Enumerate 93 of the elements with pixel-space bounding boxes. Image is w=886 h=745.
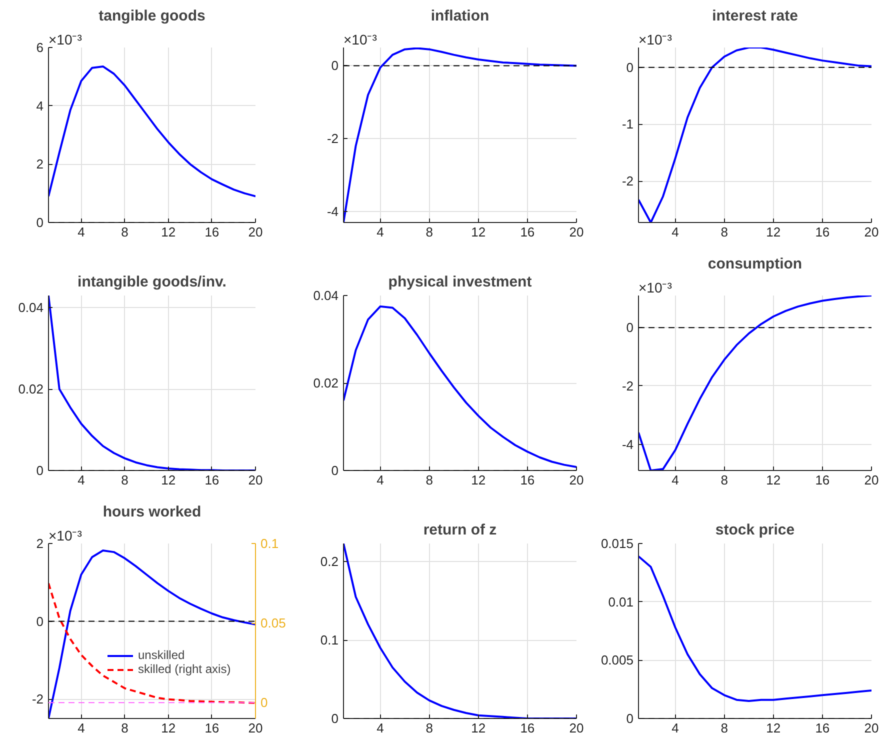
annotation: ×10⁻³ bbox=[344, 32, 378, 48]
x-tick-label: 12 bbox=[471, 472, 486, 488]
chart-title: stock price bbox=[715, 522, 795, 538]
x-tick-label: 4 bbox=[672, 224, 679, 240]
y-tick-label: 6 bbox=[36, 40, 44, 55]
annotation: ×10⁻³ bbox=[638, 32, 672, 48]
y-tick-label: 0 bbox=[626, 320, 634, 336]
x-tick-label: 12 bbox=[766, 224, 781, 240]
y-tick-label: -4 bbox=[326, 204, 339, 220]
y-tick-label: 0 bbox=[626, 711, 634, 726]
chart-title: consumption bbox=[708, 256, 802, 272]
x-tick-label: 16 bbox=[815, 720, 830, 736]
x-tick-label: 20 bbox=[248, 472, 263, 488]
y-tick-label: 2 bbox=[36, 536, 44, 551]
legend-label: skilled (right axis) bbox=[138, 662, 231, 676]
chart-title: interest rate bbox=[712, 8, 798, 24]
x-tick-label: 12 bbox=[766, 472, 781, 488]
y-tick-label: 2 bbox=[36, 156, 44, 172]
x-tick-label: 8 bbox=[426, 472, 433, 488]
chart-title: return of z bbox=[423, 522, 497, 538]
x-tick-label: 4 bbox=[78, 224, 85, 240]
y-tick-label: -2 bbox=[622, 174, 634, 189]
y-tick-label: 0 bbox=[626, 60, 634, 75]
x-tick-label: 20 bbox=[569, 224, 584, 240]
x-tick-label: 8 bbox=[121, 472, 128, 488]
x-tick-label: 16 bbox=[815, 224, 830, 240]
y-tick-label: -2 bbox=[32, 692, 44, 707]
y-tick-label: 0.005 bbox=[600, 652, 634, 668]
x-tick-label: 20 bbox=[248, 720, 263, 736]
x-tick-label: 20 bbox=[864, 720, 879, 736]
y-tick-label: -4 bbox=[622, 436, 634, 452]
x-tick-label: 8 bbox=[426, 720, 433, 736]
x-tick-label: 8 bbox=[720, 224, 728, 240]
x-tick-label: 20 bbox=[248, 224, 263, 240]
x-tick-label: 4 bbox=[78, 472, 85, 488]
x-tick-label: 8 bbox=[720, 720, 728, 736]
x-tick-label: 12 bbox=[161, 472, 176, 488]
x-tick-label: 20 bbox=[569, 720, 584, 736]
y-tick-label: 4 bbox=[36, 98, 44, 114]
chart-title: hours worked bbox=[102, 504, 202, 520]
x-tick-label: 16 bbox=[204, 720, 220, 736]
x-tick-label: 12 bbox=[161, 224, 176, 240]
x-tick-label: 12 bbox=[471, 224, 486, 240]
x-tick-label: 20 bbox=[864, 472, 879, 488]
y2-tick-label: 0 bbox=[260, 695, 268, 710]
x-tick-label: 16 bbox=[520, 224, 535, 240]
y-tick-label: 0 bbox=[331, 711, 339, 726]
y-tick-label: 0 bbox=[36, 215, 44, 230]
y2-tick-label: 0.05 bbox=[260, 616, 286, 631]
y-tick-label: 0.2 bbox=[320, 554, 339, 570]
x-tick-label: 4 bbox=[672, 472, 679, 488]
x-tick-label: 16 bbox=[204, 224, 220, 240]
x-tick-label: 8 bbox=[426, 224, 433, 240]
y-tick-label: 0 bbox=[331, 58, 339, 74]
x-tick-label: 16 bbox=[204, 472, 220, 488]
y2-tick-label: 0.1 bbox=[260, 536, 279, 551]
x-tick-label: 8 bbox=[720, 472, 728, 488]
y-tick-label: 0 bbox=[36, 614, 44, 629]
y-tick-label: 0.1 bbox=[320, 632, 339, 648]
y-tick-label: -1 bbox=[622, 116, 634, 132]
x-tick-label: 12 bbox=[766, 720, 781, 736]
x-tick-label: 16 bbox=[520, 720, 535, 736]
x-tick-label: 4 bbox=[376, 720, 384, 736]
y-tick-label: 0.02 bbox=[18, 382, 44, 397]
chart-title: inflation bbox=[430, 8, 490, 24]
x-tick-label: 8 bbox=[121, 224, 128, 240]
y-tick-label: -2 bbox=[326, 131, 339, 146]
legend-label: unskilled bbox=[138, 648, 185, 662]
y-tick-label: 0.01 bbox=[608, 594, 634, 610]
y-tick-label: 0 bbox=[36, 463, 44, 478]
x-tick-label: 16 bbox=[815, 472, 830, 488]
chart-title: tangible goods bbox=[98, 8, 206, 24]
x-tick-label: 16 bbox=[520, 472, 535, 488]
x-tick-label: 4 bbox=[376, 472, 384, 488]
y-tick-label: 0.04 bbox=[18, 300, 44, 316]
y-tick-label: -2 bbox=[622, 378, 634, 394]
y-tick-label: 0.015 bbox=[600, 536, 634, 551]
x-tick-label: 12 bbox=[161, 720, 176, 736]
x-tick-label: 8 bbox=[121, 720, 128, 736]
annotation: ×10⁻³ bbox=[48, 528, 82, 544]
x-tick-label: 4 bbox=[78, 720, 85, 736]
annotation: ×10⁻³ bbox=[48, 32, 82, 48]
x-tick-label: 12 bbox=[471, 720, 486, 736]
y-tick-label: 0.04 bbox=[313, 288, 339, 303]
chart-title: intangible goods/inv. bbox=[78, 274, 226, 290]
x-tick-label: 4 bbox=[376, 224, 384, 240]
y-tick-label: 0 bbox=[331, 463, 339, 478]
annotation: ×10⁻³ bbox=[638, 280, 672, 296]
y-tick-label: 0.02 bbox=[313, 376, 339, 390]
x-tick-label: 20 bbox=[864, 224, 879, 240]
x-tick-label: 20 bbox=[569, 472, 584, 488]
x-tick-label: 4 bbox=[672, 720, 679, 736]
chart-title: physical investment bbox=[388, 274, 532, 290]
